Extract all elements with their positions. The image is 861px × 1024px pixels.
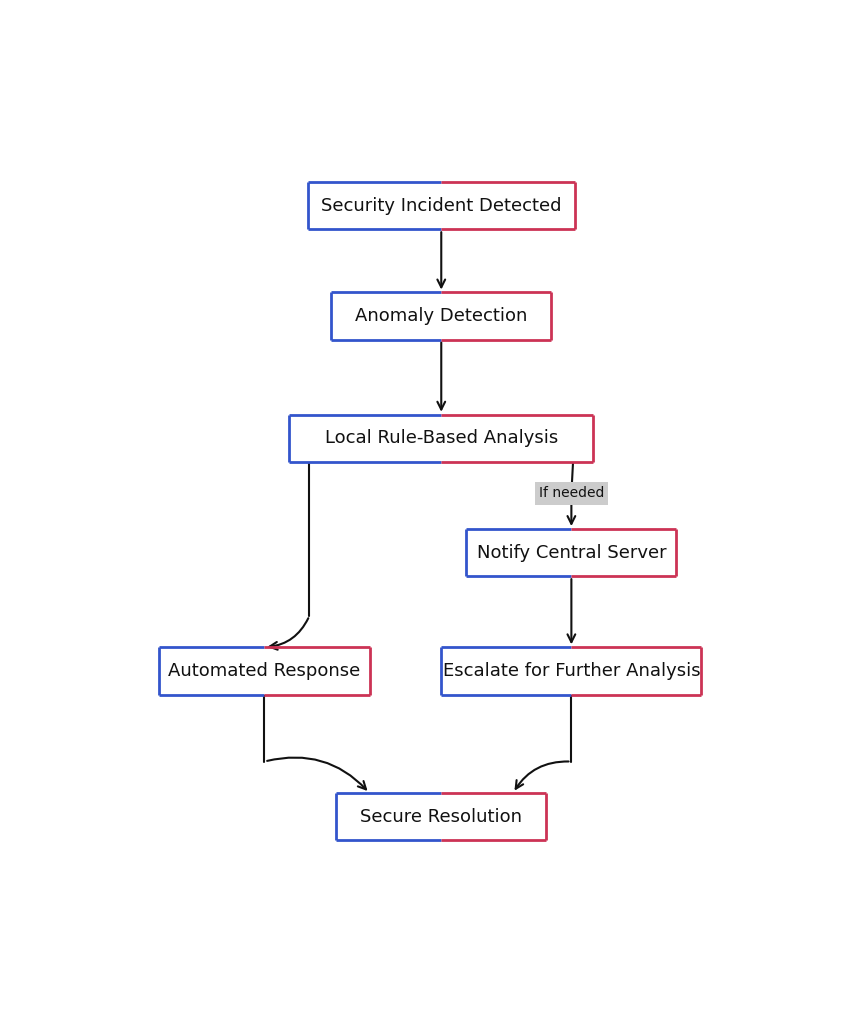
- Text: Notify Central Server: Notify Central Server: [477, 544, 666, 561]
- Text: Escalate for Further Analysis: Escalate for Further Analysis: [443, 662, 700, 680]
- Text: Security Incident Detected: Security Incident Detected: [321, 197, 561, 215]
- Bar: [336, 793, 547, 841]
- Bar: [159, 647, 369, 694]
- Text: Local Rule-Based Analysis: Local Rule-Based Analysis: [325, 429, 558, 447]
- Bar: [289, 415, 593, 462]
- Text: Automated Response: Automated Response: [168, 662, 361, 680]
- Bar: [331, 293, 551, 340]
- Text: If needed: If needed: [539, 486, 604, 501]
- Text: Anomaly Detection: Anomaly Detection: [355, 307, 528, 325]
- Bar: [441, 647, 702, 694]
- Bar: [308, 182, 575, 229]
- Text: Secure Resolution: Secure Resolution: [360, 808, 523, 825]
- Bar: [467, 529, 677, 577]
